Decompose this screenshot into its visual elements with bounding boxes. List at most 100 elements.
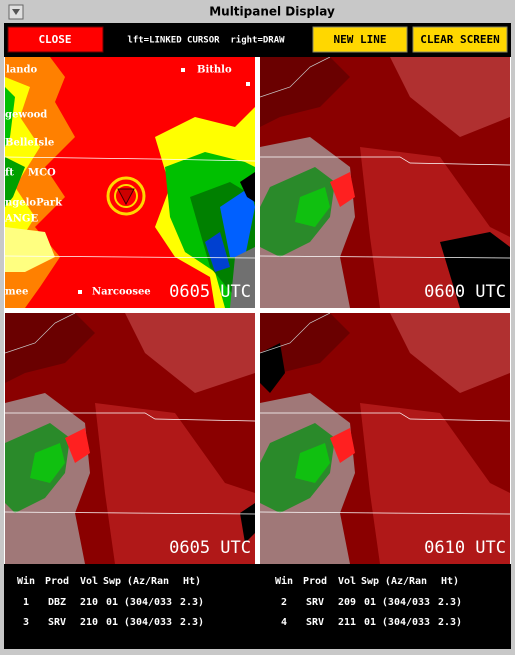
table-cell: 01 xyxy=(106,617,118,628)
panel-time: 0610 UTC xyxy=(424,538,506,558)
radar-echo xyxy=(260,57,350,127)
radar-echo xyxy=(65,428,90,463)
radar-echo xyxy=(5,87,15,147)
county-line xyxy=(260,313,331,354)
place-label: ANGE xyxy=(4,214,38,225)
place-marker xyxy=(181,68,185,72)
table-header: Vol xyxy=(338,576,356,587)
cursor-triangle xyxy=(117,188,135,206)
table-cell: 210 xyxy=(80,597,98,608)
radar-echo xyxy=(240,172,255,202)
place-label: lando xyxy=(6,65,38,76)
radar-echo xyxy=(295,187,330,227)
radar-echo xyxy=(390,57,510,137)
county-line xyxy=(5,511,255,515)
place-marker xyxy=(246,82,250,86)
county-line xyxy=(5,313,76,354)
table-cell: 2.3) xyxy=(438,617,462,628)
table-cell: SRV xyxy=(306,597,324,608)
table-header: Prod xyxy=(303,576,327,587)
table-header: Win xyxy=(17,575,35,587)
clear-screen-label: CLEAR SCREEN xyxy=(420,33,499,46)
place-label: MCO xyxy=(28,168,56,179)
table-header: (Az/Ran xyxy=(385,576,427,587)
table-cell: 01 xyxy=(364,597,376,608)
radar-echo xyxy=(125,313,255,393)
radar-panel: 0600 UTC xyxy=(260,57,510,308)
place-label: ngeloPark xyxy=(5,198,63,209)
close-button[interactable] xyxy=(7,26,104,53)
table-cell: 4 xyxy=(281,617,287,628)
place-marker xyxy=(78,290,82,294)
radar-echo xyxy=(205,232,230,272)
panel-time: 0605 UTC xyxy=(169,282,251,302)
table-cell: 01 xyxy=(364,617,376,628)
place-label: mee xyxy=(5,287,28,298)
radar-echo xyxy=(5,313,95,383)
county-line xyxy=(260,412,510,422)
table-header: (Az/Ran xyxy=(127,576,169,587)
table-header: Win xyxy=(275,575,293,587)
table-header: Swp xyxy=(361,576,379,587)
panel-time: 0605 UTC xyxy=(169,538,251,558)
radar-echo xyxy=(390,313,510,393)
table-cell: SRV xyxy=(48,617,66,628)
radar-echo xyxy=(360,403,510,564)
table-cell: 211 xyxy=(338,617,356,628)
radar-echo xyxy=(220,187,255,257)
new-line-label: NEW LINE xyxy=(334,33,387,46)
radar-echo xyxy=(260,343,285,393)
table-cell: (304/033 xyxy=(124,617,172,628)
table-cell: 209 xyxy=(338,597,356,608)
mouse-hint: lft=LINKED CURSOR right=DRAW xyxy=(127,35,285,46)
window-title: Multipanel Display xyxy=(209,5,335,19)
table-cell: 2.3) xyxy=(180,597,204,608)
table-cell: (304/033 xyxy=(382,597,430,608)
place-label: Bithlo xyxy=(197,65,232,76)
radar-echo xyxy=(440,232,510,308)
table-cell: 1 xyxy=(23,597,29,608)
table-header: Ht) xyxy=(441,576,459,587)
table-cell: DBZ xyxy=(48,597,66,608)
county-line xyxy=(5,412,255,422)
radar-panel: 0605 UTC xyxy=(5,313,255,564)
cursor-ring xyxy=(106,176,146,216)
county-line xyxy=(260,511,510,515)
table-cell: SRV xyxy=(306,617,324,628)
table-header: Swp xyxy=(103,576,121,587)
table-cell: 2.3) xyxy=(438,597,462,608)
clear-screen-button[interactable] xyxy=(412,26,508,53)
new-line-button[interactable] xyxy=(312,26,408,53)
table-cell: 2 xyxy=(281,597,287,608)
radar-echo xyxy=(295,443,330,483)
place-label: gewood xyxy=(5,110,47,121)
table-cell: 210 xyxy=(80,617,98,628)
radar-panel: 0610 UTC xyxy=(260,313,510,564)
table-header: Prod xyxy=(45,576,69,587)
table-header: Vol xyxy=(80,576,98,587)
menu-icon xyxy=(12,9,20,15)
county-line xyxy=(5,255,255,259)
county-line xyxy=(260,255,510,259)
radar-echo xyxy=(330,428,355,463)
county-line xyxy=(260,57,331,98)
table-cell: (304/033 xyxy=(382,617,430,628)
place-label: BelleIsle xyxy=(5,138,54,149)
radar-echo xyxy=(240,503,255,543)
radar-echo xyxy=(95,403,255,564)
close-label: CLOSE xyxy=(38,33,71,46)
place-label: ft xyxy=(5,168,14,179)
radar-echo xyxy=(30,443,65,483)
county-line xyxy=(260,156,510,166)
county-line xyxy=(5,156,255,162)
table-cell: 01 xyxy=(106,597,118,608)
table-cell: 3 xyxy=(23,617,29,628)
table-cell: (304/033 xyxy=(124,597,172,608)
place-label: Narcoosee xyxy=(92,287,151,298)
radar-echo xyxy=(230,247,255,308)
radar-echo xyxy=(330,172,355,207)
radar-panel: lando Bithlo gewood BelleIsle ft MCO ngeloPark… xyxy=(4,57,255,308)
radar-echo xyxy=(5,227,55,272)
panel-time: 0600 UTC xyxy=(424,282,506,302)
